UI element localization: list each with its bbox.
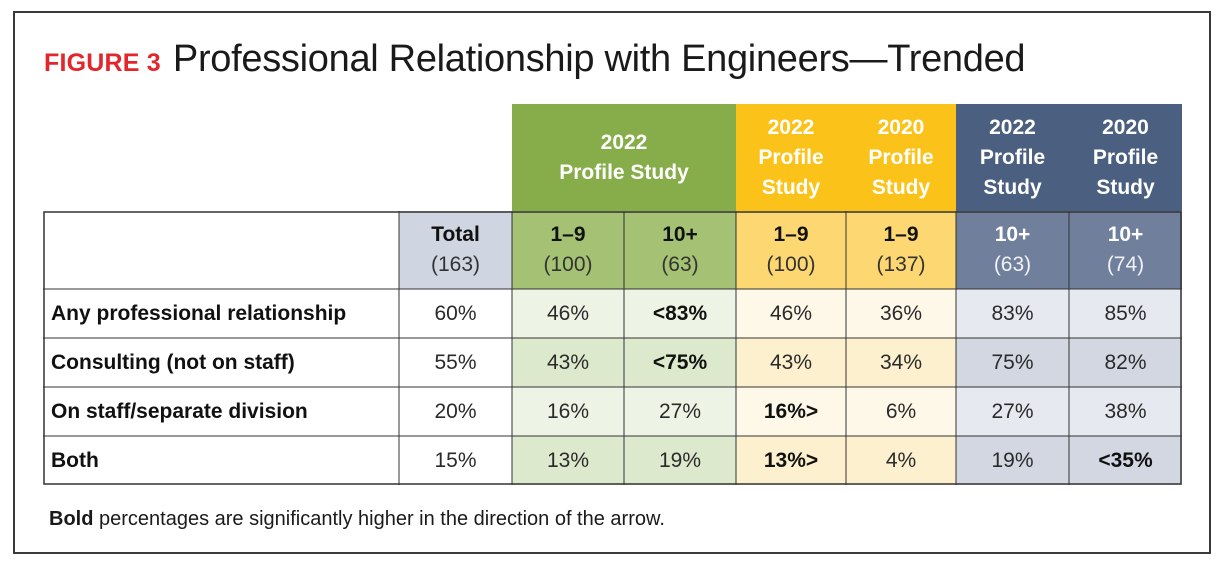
footnote-bold: Bold [49, 508, 94, 530]
table-cell: 36% [846, 289, 956, 338]
table-row: Any professional relationship 60% 46% <8… [43, 289, 1182, 338]
header-blank-cell [43, 211, 399, 289]
column-header-2022-10plus-b: 10+ (63) [956, 211, 1069, 289]
table-cell: 19% [956, 436, 1069, 485]
table-cell: 20% [434, 399, 477, 423]
column-header-2020-10plus: 10+ (74) [1069, 211, 1182, 289]
table-row: Consulting (not on staff) 55% 43% <75% 4… [43, 338, 1182, 387]
column-header-2020-1-9: 1–9 (137) [846, 211, 956, 289]
table-row: On staff/separate division 20% 16% 27% 1… [43, 387, 1182, 436]
table-cell: 6% [846, 387, 956, 436]
table-cell: <83% [624, 289, 736, 338]
table-cell: 13% [512, 436, 624, 485]
table-cell: 46% [512, 289, 624, 338]
column-header-2022-1-9-a: 1–9 (100) [512, 211, 624, 289]
column-header-2022-10plus-a: 10+ (63) [624, 211, 736, 289]
table-cell: 85% [1069, 289, 1182, 338]
figure-title: Professional Relationship with Engineers… [172, 38, 1026, 80]
table-cell: 15% [434, 448, 477, 472]
table-cell: 16% [512, 387, 624, 436]
data-table: Total (163) 1–9 (100) 10+ (63) 1–9 (100) 1–9… [43, 211, 1182, 485]
table-cell: 27% [624, 387, 736, 436]
table-cell: 16%> [736, 387, 846, 436]
table-cell: 75% [956, 338, 1069, 387]
footnote-text: percentages are significantly higher in … [93, 508, 665, 530]
group-header-2022-10plus: 2022 Profile Study [956, 104, 1069, 211]
table-cell: 60% [434, 301, 477, 325]
row-label: Consulting (not on staff) [51, 350, 295, 374]
table-cell: 19% [624, 436, 736, 485]
table-cell: 13%> [736, 436, 846, 485]
group-header-2022-1-9: 2022 Profile Study [736, 104, 846, 211]
table-cell: <75% [624, 338, 736, 387]
column-header-row: Total (163) 1–9 (100) 10+ (63) 1–9 (100) 1–9… [43, 211, 1182, 289]
footnote: Bold percentages are significantly highe… [49, 508, 665, 531]
group-header-2020-10plus: 2020 Profile Study [1069, 104, 1182, 211]
table-cell: 38% [1069, 387, 1182, 436]
row-label: Any professional relationship [51, 301, 347, 325]
group-header-2022-profile-study-all: 2022 Profile Study [512, 104, 736, 211]
table-row: Both 15% 13% 19% 13%> 4% 19% <35% [43, 436, 1182, 485]
table-cell: 34% [846, 338, 956, 387]
column-header-2022-1-9-b: 1–9 (100) [736, 211, 846, 289]
table-cell: 55% [434, 350, 477, 374]
group-header-2020-1-9: 2020 Profile Study [846, 104, 956, 211]
table-cell: 83% [956, 289, 1069, 338]
table-cell: <35% [1069, 436, 1182, 485]
column-header-total: Total (163) [399, 211, 512, 289]
table-cell: 43% [512, 338, 624, 387]
table-cell: 82% [1069, 338, 1182, 387]
row-label: On staff/separate division [51, 399, 308, 423]
row-label: Both [51, 448, 99, 472]
table-cell: 43% [736, 338, 846, 387]
table-cell: 4% [846, 436, 956, 485]
figure-title-block: FIGURE 3 Professional Relationship with … [44, 38, 1026, 88]
table-cell: 46% [736, 289, 846, 338]
table-cell: 27% [956, 387, 1069, 436]
figure-label: FIGURE 3 [44, 49, 161, 77]
